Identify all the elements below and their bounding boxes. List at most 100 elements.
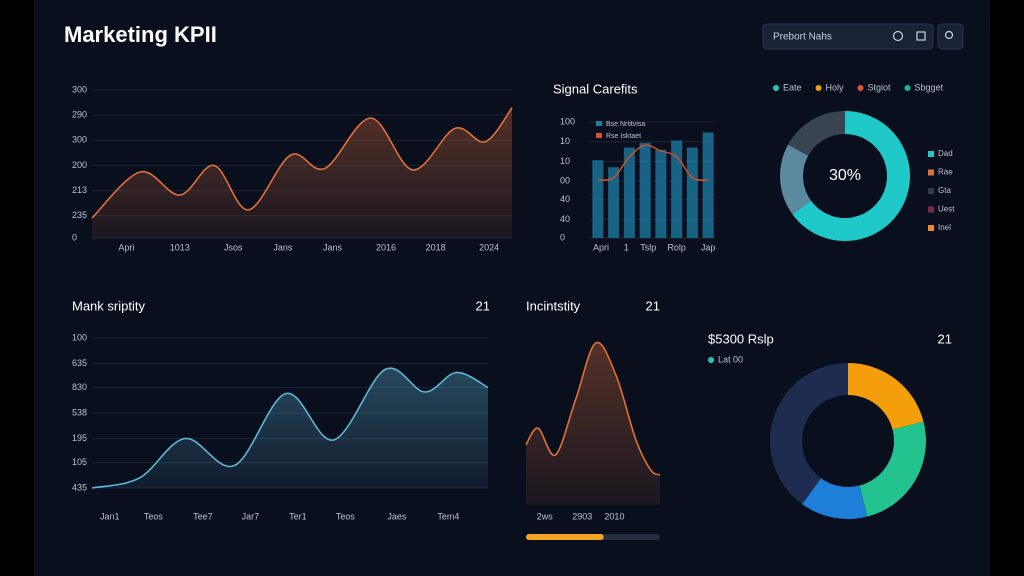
legend-swatch <box>857 85 864 91</box>
y-tick-label: 300 <box>72 84 87 94</box>
bar <box>608 167 620 238</box>
y-tick-label: 100 <box>72 332 87 342</box>
x-tick-label: Apri <box>593 242 609 252</box>
area-fill <box>92 368 488 488</box>
legend-swatch <box>928 151 934 157</box>
x-tick-label: Jans <box>273 242 293 252</box>
x-tick-label: 2024 <box>479 242 499 252</box>
y-tick-label: 830 <box>72 382 87 392</box>
y-tick-label: 538 <box>72 407 87 417</box>
line <box>597 144 709 181</box>
legend-label: Inel <box>938 223 951 232</box>
y-tick-label: 100 <box>560 116 575 126</box>
donut-segment <box>859 421 926 517</box>
donut-segment <box>792 111 910 242</box>
x-tick-label: Ter1 <box>289 511 307 521</box>
legend-swatch <box>708 357 714 363</box>
x-tick-label: Apri <box>118 242 134 252</box>
x-tick-label: Jsos <box>224 242 243 252</box>
legend-swatch <box>928 188 934 194</box>
x-tick-label: 2010 <box>604 511 624 521</box>
search-button[interactable] <box>937 23 964 50</box>
area-line <box>91 107 513 219</box>
search-icon <box>944 30 954 40</box>
bar <box>655 149 667 238</box>
y-tick-label: 0 <box>72 232 77 242</box>
x-tick-label: 1013 <box>170 242 190 252</box>
donut-center-label: 30% <box>829 167 861 184</box>
x-tick-label: 2018 <box>426 242 446 252</box>
y-tick-label: 0 <box>560 232 565 242</box>
legend-swatch <box>904 85 911 91</box>
legend-label: Lat 00 <box>718 354 743 364</box>
donut-segment <box>848 363 924 430</box>
x-tick-label: Rolp <box>667 242 686 252</box>
donut-segment <box>770 363 848 505</box>
x-tick-label: Jar7 <box>242 511 260 521</box>
legend-label: Rse Isktaet <box>606 133 641 140</box>
donut-segment <box>779 144 812 215</box>
legend-swatch <box>596 133 602 138</box>
y-tick-label: 40 <box>560 194 570 204</box>
legend-swatch <box>596 121 602 126</box>
x-tick-label: Jan1 <box>100 511 120 521</box>
panel-badge: 21 <box>476 298 490 313</box>
area-line <box>91 367 489 489</box>
refresh-icon[interactable] <box>916 31 926 41</box>
y-tick-label: 10 <box>560 136 570 146</box>
area-fill <box>92 107 512 238</box>
bar <box>639 142 651 238</box>
x-tick-label: Tslp <box>640 242 656 252</box>
y-tick-label: 290 <box>72 110 87 120</box>
y-tick-label: 635 <box>72 358 87 368</box>
y-tick-label: 00 <box>560 176 570 186</box>
legend-label: Rae <box>938 168 953 177</box>
progress-fill <box>526 534 604 540</box>
x-tick-label: 1 <box>624 242 629 252</box>
y-tick-label: 213 <box>72 185 87 195</box>
x-tick-label: 2ws <box>537 511 554 521</box>
legend-label: Eate <box>783 82 802 92</box>
y-tick-label: 195 <box>72 433 87 443</box>
legend-label: Dad <box>938 149 953 158</box>
legend-label: Holy <box>826 82 845 92</box>
area-line <box>525 341 661 476</box>
y-tick-label: 235 <box>72 210 87 220</box>
x-tick-label: Teos <box>144 511 164 521</box>
legend-label: Bse Nrtitvisa <box>606 121 645 128</box>
x-tick-label: 2016 <box>376 242 396 252</box>
power-icon[interactable] <box>892 30 904 42</box>
search-text: Prebort Nahs <box>773 32 832 43</box>
bar <box>702 132 714 238</box>
panel-badge: 21 <box>938 331 952 346</box>
x-tick-label: Teos <box>336 511 356 521</box>
bar <box>671 140 683 238</box>
legend-swatch <box>773 85 779 91</box>
legend-swatch <box>928 206 934 213</box>
legend-label: Sbgget <box>915 82 944 92</box>
search-box[interactable] <box>762 23 934 50</box>
y-tick-label: 200 <box>72 160 87 170</box>
area-fill <box>526 342 660 505</box>
panel-title: Signal Carefits <box>553 81 638 96</box>
legend-swatch <box>928 169 934 176</box>
legend-swatch <box>928 225 934 231</box>
panel-title: $5300 Rslp <box>708 331 774 346</box>
y-tick-label: 10 <box>560 156 570 166</box>
bar <box>592 160 604 238</box>
page-title: Marketing KPII <box>64 22 217 47</box>
y-tick-label: 300 <box>72 135 87 145</box>
donut-segment <box>788 111 845 156</box>
legend-label: Stgiot <box>868 82 892 92</box>
y-tick-label: 40 <box>560 214 570 224</box>
panel-title: Incintstity <box>526 298 581 313</box>
x-tick-label: Jap <box>701 242 716 252</box>
x-tick-label: Tee7 <box>193 511 213 521</box>
panel-title: Mank sriptity <box>72 298 145 313</box>
bar <box>623 147 635 238</box>
legend-label: Gta <box>938 186 951 195</box>
x-tick-label: Tem4 <box>437 511 459 521</box>
panel-badge: 21 <box>646 298 660 313</box>
x-tick-label: 2903 <box>572 511 592 521</box>
